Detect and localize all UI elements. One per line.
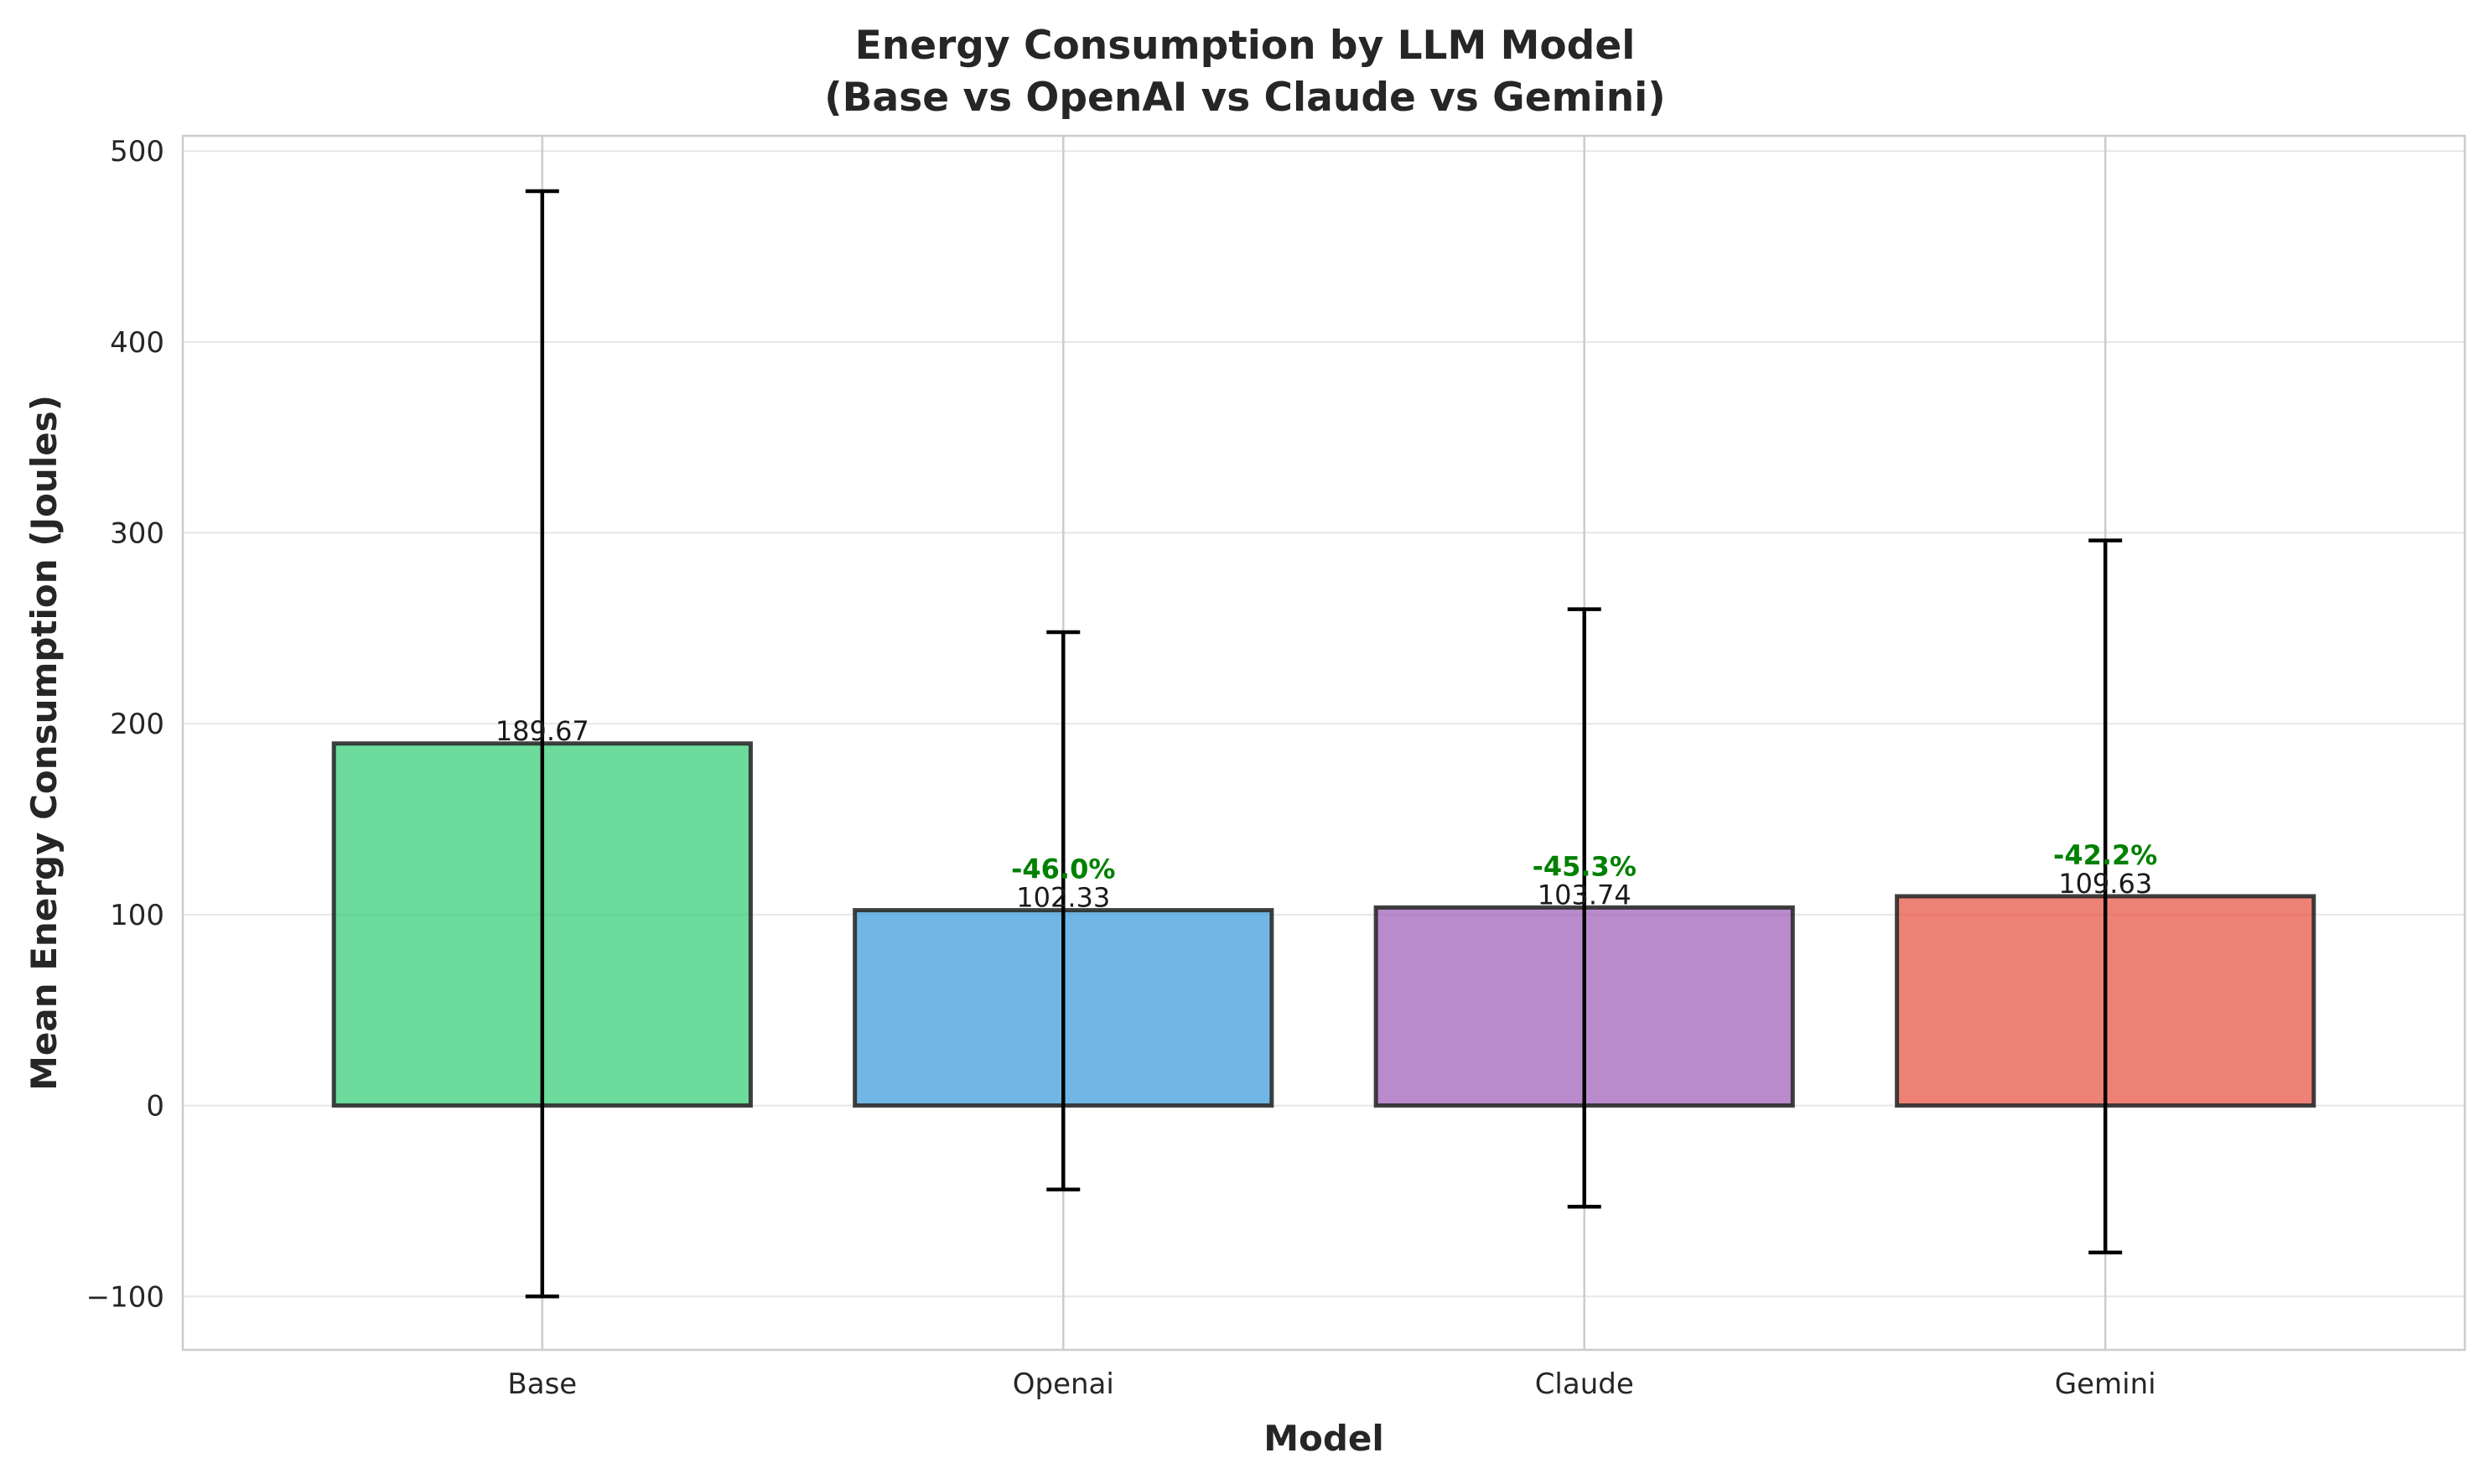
chart-title: Energy Consumption by LLM Model — [855, 23, 1636, 69]
x-axis-label: Model — [1263, 1418, 1384, 1459]
y-tick-label: 500 — [110, 135, 164, 169]
bar-value-label: 103.74 — [1538, 879, 1631, 911]
chart-subtitle: (Base vs OpenAI vs Claude vs Gemini) — [824, 75, 1666, 121]
y-tick-label: −100 — [86, 1280, 164, 1314]
y-tick-label: 100 — [110, 899, 164, 932]
y-tick-label: 400 — [110, 326, 164, 360]
bars — [331, 741, 2316, 1108]
x-tick-label: Claude — [1535, 1367, 1634, 1401]
error-bars — [525, 189, 2123, 1299]
plot-frame — [181, 134, 2467, 1352]
bar-value-label: 102.33 — [1016, 882, 1110, 914]
percent-change-label: -46.0% — [1011, 854, 1115, 885]
tick-labels: −100 0 100 200 300 400 500 Base Openai Claude Gemi… — [86, 135, 2156, 1401]
y-axis-label: Mean Energy Consumption (Joules) — [23, 395, 65, 1091]
y-tick-label: 200 — [110, 708, 164, 741]
percent-change-label: -45.3% — [1533, 850, 1637, 882]
x-tick-label: Openai — [1013, 1367, 1114, 1401]
bar-value-label: 189.67 — [495, 715, 589, 747]
y-tick-label: 300 — [110, 517, 164, 551]
x-tick-label: Base — [507, 1367, 577, 1401]
percent-change-label: -42.2% — [2053, 839, 2157, 871]
y-tick-label: 0 — [146, 1090, 164, 1123]
bar-value-label: 109.63 — [2058, 868, 2152, 900]
data-labels: 189.67 102.33-46.0% 103.74-45.3% 109.63-42.… — [495, 715, 2158, 914]
x-tick-label: Gemini — [2055, 1367, 2156, 1401]
